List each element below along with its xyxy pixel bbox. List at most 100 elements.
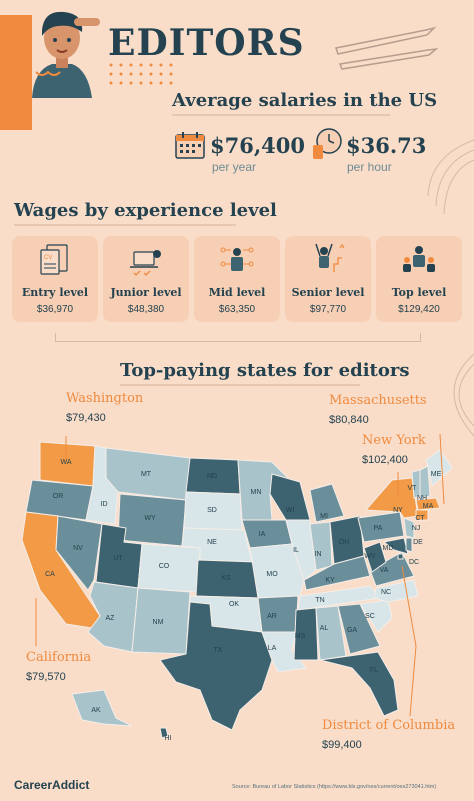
- calendar-icon: [175, 132, 205, 159]
- wages-heading: Wages by experience level: [14, 200, 277, 221]
- salary-per-year-value: $76,400: [210, 133, 305, 158]
- state-label-ga: GA: [347, 627, 357, 634]
- callout-dc-value: $99,400: [322, 739, 362, 751]
- state-de: [405, 537, 413, 553]
- level-card-mid: Mid level $63,350: [194, 236, 280, 322]
- state-label-mn: MN: [251, 489, 262, 496]
- level-card-senior: Senior level $97,770: [285, 236, 371, 322]
- state-label-nd: ND: [207, 473, 217, 480]
- callout-line-massachusetts: [439, 433, 445, 505]
- state-label-pa: PA: [374, 525, 383, 532]
- state-label-dc: DC: [409, 559, 419, 566]
- state-label-me: ME: [431, 471, 442, 478]
- top-states-heading: Top-paying states for editors: [120, 360, 410, 381]
- state-label-vt: VT: [408, 485, 418, 492]
- state-md: [382, 537, 409, 555]
- state-label-la: LA: [268, 645, 277, 652]
- level-value: $97,770: [309, 304, 347, 315]
- state-label-ky: KY: [325, 577, 335, 584]
- pencils-decoration: [335, 26, 439, 70]
- state-label-wa: WA: [60, 459, 71, 466]
- state-label-tn: TN: [315, 597, 324, 604]
- state-il: [285, 519, 317, 581]
- state-ga: [337, 603, 381, 655]
- state-label-va: VA: [380, 567, 389, 574]
- state-fl: [319, 651, 399, 717]
- state-ar: [257, 595, 299, 633]
- state-label-ca: CA: [45, 571, 55, 578]
- callout-new-york-value: $102,400: [362, 454, 408, 466]
- level-label: Senior level: [291, 286, 365, 299]
- state-wv: [363, 541, 387, 573]
- state-va: [369, 551, 415, 587]
- callout-line-dc: [401, 565, 417, 717]
- card-connector-line: [55, 333, 421, 342]
- resume-icon: CV: [40, 244, 68, 275]
- state-label-ne: NE: [207, 539, 217, 546]
- state-hi: [159, 727, 169, 739]
- state-label-or: OR: [53, 493, 64, 500]
- state-label-ak: AK: [91, 707, 101, 714]
- level-label: Entry level: [21, 286, 89, 299]
- callout-california-value: $79,570: [26, 671, 66, 683]
- orange-banner: [0, 15, 32, 130]
- state-mt: [105, 447, 191, 501]
- state-ky: [303, 555, 371, 591]
- state-pa: [357, 511, 405, 543]
- callout-dc-name: District of Columbia: [322, 718, 456, 733]
- state-label-ny: NY: [393, 507, 403, 514]
- salary-per-hour-value: $36.73: [346, 133, 427, 158]
- state-label-co: CO: [159, 563, 170, 570]
- level-value: $63,350: [218, 304, 256, 315]
- state-label-ok: OK: [229, 601, 239, 608]
- heading-underline: [172, 114, 390, 116]
- state-tx: [159, 601, 273, 731]
- state-label-hi: HI: [165, 735, 172, 742]
- callout-washington-name: Washington: [66, 391, 144, 406]
- callout-new-york-name: New York: [362, 433, 426, 448]
- state-label-wy: WY: [144, 515, 156, 522]
- state-label-in: IN: [315, 551, 322, 558]
- level-value: $48,380: [127, 304, 165, 315]
- state-label-ma: MA: [423, 503, 434, 510]
- state-label-ks: KS: [221, 575, 231, 582]
- state-ak: [71, 689, 133, 727]
- laptop-worker-icon: [130, 250, 161, 276]
- salary-per-year-unit: per year: [212, 160, 257, 174]
- state-label-sc: SC: [365, 613, 375, 620]
- page-title: EDITORS: [108, 22, 305, 64]
- state-label-fl: FL: [370, 667, 378, 674]
- salary-per-hour-unit: per hour: [347, 160, 392, 174]
- state-label-md: MD: [383, 545, 394, 552]
- callout-massachusetts-name: Massachusetts: [329, 393, 427, 408]
- level-card-junior: Junior level $48,380: [103, 236, 189, 322]
- state-label-sd: SD: [207, 507, 217, 514]
- dot-grid-decoration: [109, 63, 173, 85]
- state-label-nv: NV: [73, 545, 83, 552]
- state-label-id: ID: [101, 501, 108, 508]
- brand-logo: CareerAddict: [14, 778, 90, 792]
- source-note: Source: Bureau of Labor Statistics (http…: [232, 784, 437, 790]
- state-nv: [55, 515, 103, 591]
- state-label-de: DE: [413, 539, 423, 546]
- state-label-mo: MO: [266, 571, 278, 578]
- state-label-mt: MT: [141, 471, 152, 478]
- state-label-wv: WV: [364, 553, 376, 560]
- state-vt: [411, 469, 421, 499]
- state-label-mi: MI: [320, 513, 328, 520]
- network-person-icon: [220, 247, 254, 271]
- state-label-nj: NJ: [412, 525, 421, 532]
- state-ma: [415, 497, 441, 511]
- circle-lines-decoration: [427, 139, 474, 215]
- heading-underline: [120, 384, 360, 386]
- celebrating-person-icon: [315, 243, 345, 272]
- state-sc: [359, 599, 393, 633]
- state-ct: [415, 509, 429, 521]
- state-label-az: AZ: [106, 615, 116, 622]
- state-mo: [249, 543, 305, 599]
- leader-team-icon: [403, 246, 435, 272]
- callout-washington-value: $79,430: [66, 412, 106, 424]
- state-nj: [403, 517, 415, 539]
- state-me: [425, 449, 453, 487]
- state-label-il: IL: [293, 547, 299, 554]
